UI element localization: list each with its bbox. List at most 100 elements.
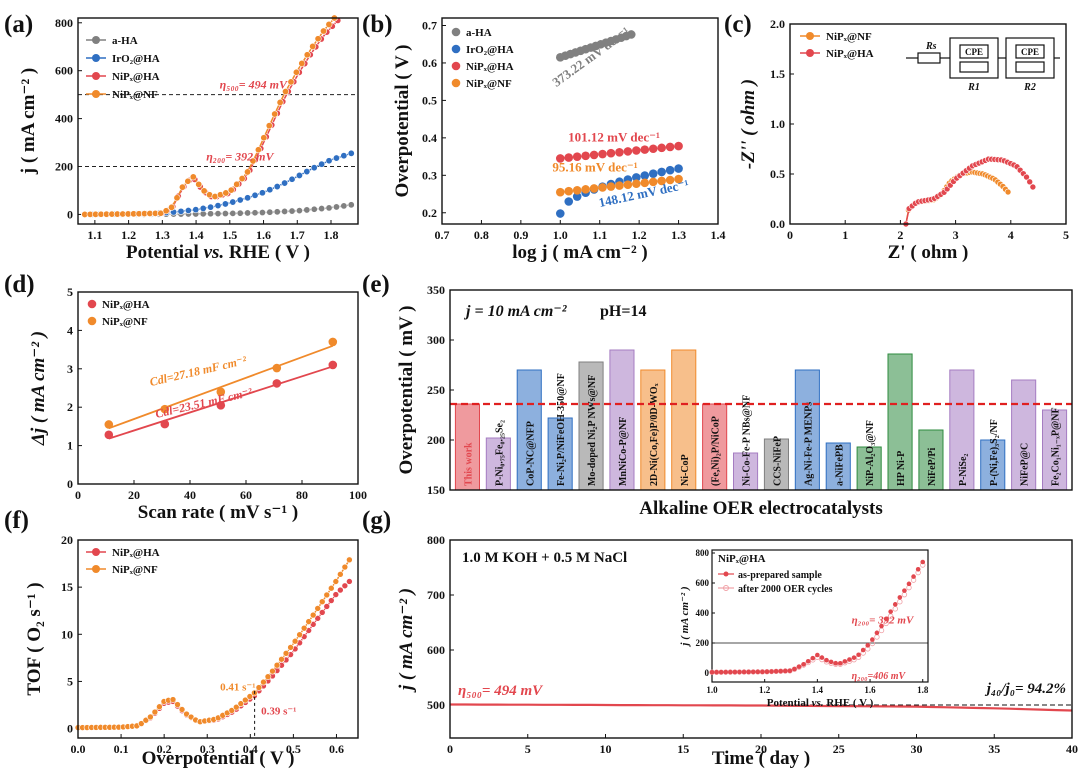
panel-e-bar-label: a-NiFePB: [834, 444, 845, 486]
panel-a-ytick-label: 400: [55, 112, 73, 126]
panel-a-xtick-label: 1.3: [155, 228, 170, 242]
panel-a-xlabel-part: vs.: [204, 242, 225, 263]
inset-point-before: [865, 643, 871, 648]
panel-e-bar: [856, 446, 882, 491]
panel-d-point: [216, 400, 226, 410]
panel-a-series-point: [221, 200, 229, 208]
panel-d-point: [272, 379, 282, 388]
panel-c-xtick-label: 5: [1063, 228, 1069, 242]
panel-d-frame: [77, 291, 359, 485]
inset-point-before: [837, 660, 843, 666]
panel-b-point: [555, 187, 565, 197]
panel-b-point: [598, 149, 607, 159]
panel-b-legend-marker: [451, 44, 461, 54]
panel-g-inset: 1.0 1.2 1.4 1.6 1.8 0 200 400 600 800 NiPₓ@HA as-pr…: [679, 548, 929, 709]
panel-b-ytick-label: 0.2: [422, 206, 437, 220]
panel-b-point: [648, 177, 658, 187]
inset-point-before: [709, 669, 715, 675]
panel-f-series-point: [337, 586, 344, 594]
circuit-label: Rs: [925, 41, 937, 52]
inset-xtick-label: 1.6: [864, 685, 876, 695]
panel-a-series-point: [184, 177, 192, 185]
panel-e-bar: [609, 349, 635, 491]
panel-g-ytick-label: 500: [427, 698, 445, 712]
panel-a-series-line: [84, 17, 335, 216]
panel-b-tafel-label: 95.16 mV dec⁻¹: [552, 160, 637, 175]
panel-a-series-point: [332, 203, 340, 211]
panel-a-series-point: [303, 168, 311, 176]
panel-b-legend-marker: [451, 61, 461, 71]
panel-f-series-point: [287, 644, 294, 651]
panel-d-legend-marker: [87, 316, 97, 326]
panel-f-ytick-label: 15: [61, 580, 73, 594]
panel-d-point: [216, 387, 226, 397]
panel-f-legend-marker: [92, 548, 100, 556]
inset-point-before: [778, 668, 784, 674]
panel-a-series-point: [273, 183, 281, 191]
panel-d-xtick-label: 20: [128, 488, 140, 502]
panel-g-xtick-label: 30: [911, 742, 923, 756]
panel-a-series-point: [292, 68, 300, 76]
panel-b-ytick-label: 0.5: [422, 93, 437, 107]
panel-b-point: [632, 146, 641, 155]
panel-a-series-point: [281, 207, 289, 215]
panel-b-point: [581, 151, 590, 161]
panel-a-series-point: [288, 207, 296, 215]
panel-b-point: [572, 185, 582, 195]
panel-a-series-point: [236, 209, 244, 217]
panel-b-xlabel: log j ( mA cm⁻² ): [512, 242, 648, 263]
panel-c-xtick-label: 3: [953, 228, 959, 242]
panel-b-frame: [441, 17, 719, 225]
panel-f-series-point: [282, 650, 290, 657]
panel-d-cdl-label: Cdl=27.18 mF cm⁻²: [148, 353, 248, 389]
inset-point-before: [732, 669, 738, 675]
panel-a-series-point: [266, 208, 274, 216]
panel-e-bar-label: Ni-Co-Fe-P NBs@NF: [742, 395, 753, 486]
inset-point-before: [728, 669, 733, 675]
panel-f-series-point: [142, 716, 150, 724]
panel-g-ytick-label: 700: [427, 588, 445, 602]
inset-point-before: [892, 602, 898, 607]
panel-f-series-point: [242, 696, 249, 704]
panel-a-series-point: [258, 209, 266, 217]
circuit-label: CPE: [1021, 47, 1039, 57]
inset-legend-marker: [723, 571, 729, 577]
panel-f-series-point: [327, 597, 335, 604]
panel-d-point: [160, 419, 170, 429]
panel-a-series-point: [310, 164, 318, 172]
panel-b-xtick-label: 0.9: [513, 228, 528, 242]
inset-xlabel: Potential vs. RHE ( V ): [767, 697, 874, 709]
panel-b-point: [632, 173, 641, 182]
panel-g: 0 5 10 15 20 25 30 35 40 500 600 700 800 1.0 M KOH + …: [396, 533, 1078, 769]
inset-point-before: [805, 658, 811, 664]
panel-e-ytick-label: 300: [427, 333, 445, 347]
panel-e-ytick-label: 250: [427, 383, 445, 397]
inset-legend-label: after 2000 OER cycles: [738, 584, 833, 595]
inset-point-before: [911, 574, 916, 579]
panel-f-series-point: [332, 578, 340, 585]
panel-a-series-point: [260, 134, 268, 142]
inset-point-before: [792, 666, 797, 672]
panel-e-frame: [449, 289, 1073, 491]
panel-g-xtick-label: 25: [833, 742, 845, 756]
panel-e-ytick-label: 350: [427, 283, 445, 297]
inset-point-before: [915, 567, 921, 572]
panel-b-point: [665, 142, 675, 152]
panel-b-xtick-label: 1.0: [553, 228, 568, 242]
panel-d-point: [328, 337, 338, 347]
panel-f-series-point: [309, 611, 317, 619]
panel-a-ytick-label: 200: [55, 160, 73, 174]
inset-point-before: [879, 623, 884, 629]
panel-a-series-point: [295, 171, 303, 179]
panel-a-series-point: [200, 187, 208, 195]
panel-f-series-point: [337, 571, 344, 578]
panel-e-bar-label: P-NiSe₂: [958, 454, 969, 486]
inset-point-before: [851, 655, 857, 660]
panel-a-series-point: [233, 180, 241, 188]
panel-a-series-point: [347, 201, 355, 209]
panel-b-point: [564, 153, 574, 162]
panel-a-series-point: [199, 204, 207, 212]
panel-d-point: [328, 360, 338, 370]
panel-label: (b): [362, 11, 393, 38]
